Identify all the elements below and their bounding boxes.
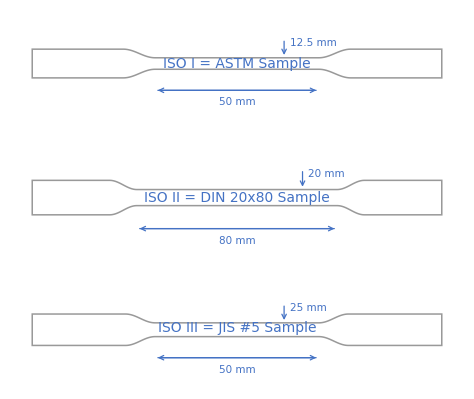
Text: 50 mm: 50 mm [219, 365, 255, 375]
Polygon shape [32, 49, 442, 78]
Polygon shape [32, 180, 442, 215]
Text: ISO I = ASTM Sample: ISO I = ASTM Sample [163, 57, 311, 71]
Text: 20 mm: 20 mm [308, 169, 345, 179]
Text: ISO III = JIS #5 Sample: ISO III = JIS #5 Sample [158, 321, 316, 335]
Text: 25 mm: 25 mm [290, 303, 326, 313]
Text: 80 mm: 80 mm [219, 235, 255, 245]
Text: 12.5 mm: 12.5 mm [290, 38, 337, 48]
Text: 50 mm: 50 mm [219, 97, 255, 107]
Polygon shape [32, 314, 442, 346]
Text: ISO II = DIN 20x80 Sample: ISO II = DIN 20x80 Sample [144, 191, 330, 205]
